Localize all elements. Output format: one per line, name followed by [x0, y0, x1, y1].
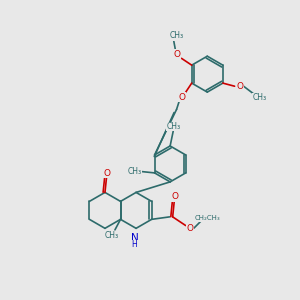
Text: CH₂CH₃: CH₂CH₃: [194, 215, 220, 221]
Text: O: O: [174, 50, 181, 59]
Text: CH₃: CH₃: [104, 231, 118, 240]
Text: O: O: [171, 192, 178, 201]
Text: O: O: [103, 169, 110, 178]
Text: O: O: [187, 224, 194, 233]
Text: CH₃: CH₃: [170, 31, 184, 40]
Text: H: H: [132, 240, 137, 249]
Text: N: N: [130, 233, 138, 243]
Text: O: O: [236, 82, 243, 91]
Text: O: O: [178, 93, 185, 102]
Text: CH₃: CH₃: [128, 167, 142, 176]
Text: CH₃: CH₃: [167, 122, 181, 131]
Text: CH₃: CH₃: [252, 94, 266, 103]
